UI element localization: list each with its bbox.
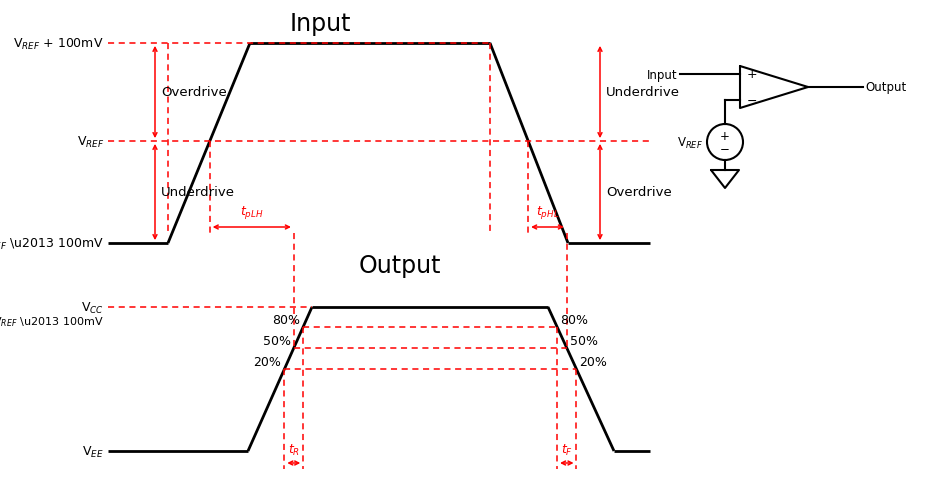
Text: 50%: 50% xyxy=(570,334,598,347)
Text: +: + xyxy=(720,130,730,143)
Text: Input: Input xyxy=(648,68,678,81)
Text: V$_{REF}$ \u2013 100mV: V$_{REF}$ \u2013 100mV xyxy=(0,236,104,251)
Text: V$_{CC}$: V$_{CC}$ xyxy=(81,300,104,315)
Text: V$_{REF}$ \u2013 100mV: V$_{REF}$ \u2013 100mV xyxy=(0,315,104,328)
Text: 20%: 20% xyxy=(580,355,607,368)
Text: Underdrive: Underdrive xyxy=(606,86,680,99)
Text: −: − xyxy=(747,94,757,107)
Text: Output: Output xyxy=(865,81,906,94)
Text: Underdrive: Underdrive xyxy=(161,186,235,199)
Text: Input: Input xyxy=(289,12,351,36)
Text: 80%: 80% xyxy=(272,313,300,326)
Text: $t_F$: $t_F$ xyxy=(561,442,573,457)
Text: V$_{REF}$ + 100mV: V$_{REF}$ + 100mV xyxy=(13,37,104,52)
Text: V$_{REF}$: V$_{REF}$ xyxy=(677,135,703,150)
Text: 50%: 50% xyxy=(262,334,291,347)
Text: $t_{pHL}$: $t_{pHL}$ xyxy=(536,203,559,220)
Text: 80%: 80% xyxy=(560,313,588,326)
Text: V$_{EE}$: V$_{EE}$ xyxy=(82,443,104,458)
Text: Output: Output xyxy=(359,254,441,278)
Text: $t_{pLH}$: $t_{pLH}$ xyxy=(240,203,263,220)
Text: Overdrive: Overdrive xyxy=(606,186,672,199)
Text: Overdrive: Overdrive xyxy=(161,86,227,99)
Text: −: − xyxy=(720,142,730,155)
Text: +: + xyxy=(747,68,758,81)
Text: V$_{REF}$: V$_{REF}$ xyxy=(76,134,104,149)
Text: $t_R$: $t_R$ xyxy=(288,442,300,457)
Text: 20%: 20% xyxy=(254,355,281,368)
